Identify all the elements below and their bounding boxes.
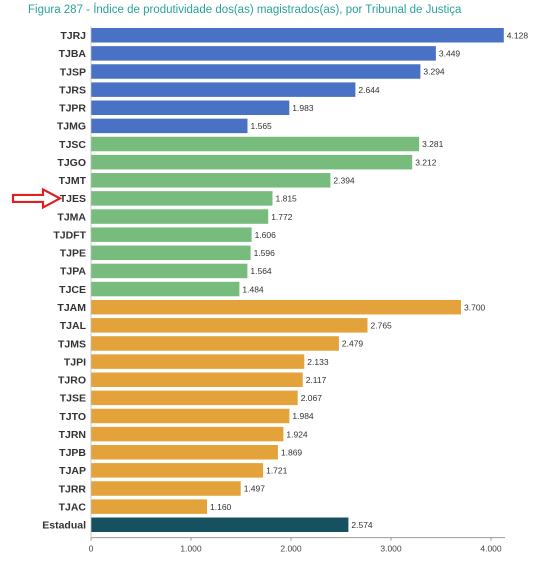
highlight-arrow-icon <box>11 187 63 210</box>
bar-tjac <box>91 499 207 514</box>
category-label-tjpe: TJPE <box>60 248 86 260</box>
bar-tjes <box>91 191 273 206</box>
bar-tjrs <box>91 82 356 97</box>
bar-tjse <box>91 390 298 406</box>
category-label-tjsc: TJSC <box>59 139 86 151</box>
bar-tjpi <box>91 354 305 369</box>
bar-tjpr <box>91 100 290 116</box>
bar-tjpa <box>91 263 248 279</box>
category-label-tjap: TJAP <box>59 465 86 477</box>
bar-tjto <box>91 408 290 424</box>
category-label-tjmg: TJMG <box>57 121 86 133</box>
category-label-tjro: TJRO <box>58 375 86 387</box>
category-label-tjal: TJAL <box>60 320 87 332</box>
bar-tjdft <box>91 227 252 242</box>
bar-estadual <box>91 517 349 533</box>
value-label-tjpe: 1.596 <box>254 248 276 258</box>
chart-title: Figura 287 - Índice de produtividade dos… <box>28 4 462 16</box>
value-label-tjmt: 2.394 <box>333 175 355 185</box>
bar-tjro <box>91 372 303 387</box>
value-label-tjsc: 3.281 <box>422 139 444 149</box>
category-label-tjpb: TJPB <box>59 447 86 459</box>
category-label-tjes: TJES <box>60 193 86 205</box>
category-label-estadual: Estadual <box>42 520 86 532</box>
category-label-tjrs: TJRS <box>59 84 86 96</box>
bar-tjrr <box>91 481 241 496</box>
x-tick-label: 4.000 <box>480 544 502 554</box>
value-label-tjpr: 1.983 <box>292 103 314 113</box>
bar-tjba <box>91 46 436 61</box>
highlight-marker <box>11 187 63 210</box>
category-label-tjac: TJAC <box>59 501 87 513</box>
value-label-tjrr: 1.497 <box>244 484 266 494</box>
bar-tjal <box>91 318 368 333</box>
value-label-tjto: 1.984 <box>292 411 314 421</box>
category-label-tjrr: TJRR <box>59 483 87 495</box>
category-label-tjse: TJSE <box>60 393 86 405</box>
category-label-tjrn: TJRN <box>59 429 86 441</box>
bar-tjce <box>91 281 240 297</box>
value-label-tjam: 3.700 <box>464 302 486 312</box>
value-label-tjrn: 1.924 <box>286 429 308 439</box>
bar-tjrj <box>91 28 504 43</box>
value-label-tjpi: 2.133 <box>307 357 329 367</box>
bar-tjmt <box>91 173 331 188</box>
category-label-tjce: TJCE <box>59 284 86 296</box>
bar-tjms <box>91 336 339 351</box>
value-label-tjdft: 1.606 <box>255 230 277 240</box>
bar-tjgo <box>91 154 413 170</box>
value-label-tjms: 2.479 <box>342 339 364 349</box>
bar-tjpb <box>91 444 278 460</box>
category-label-tjba: TJBA <box>59 48 87 60</box>
bar-tjmg <box>91 118 248 134</box>
bar-tjap <box>91 463 264 478</box>
value-label-tjac: 1.160 <box>210 502 232 512</box>
bar-tjam <box>91 299 461 315</box>
x-tick-label: 1.000 <box>180 544 202 554</box>
category-label-tjma: TJMA <box>57 211 86 223</box>
value-label-tjrs: 2.644 <box>358 85 380 95</box>
bar-tjma <box>91 209 269 224</box>
category-label-tjrj: TJRJ <box>60 30 86 42</box>
category-label-tjpa: TJPA <box>60 266 86 278</box>
value-label-tjba: 3.449 <box>439 49 461 59</box>
x-tick-label: 2.000 <box>280 544 302 554</box>
value-label-tjce: 1.484 <box>242 284 264 294</box>
x-axis: 0 1.000 2.000 3.000 4.000 <box>89 26 505 554</box>
value-label-estadual: 2.574 <box>351 520 373 530</box>
category-label-tjms: TJMS <box>58 338 86 350</box>
category-label-tjdft: TJDFT <box>53 229 86 241</box>
value-label-tjap: 1.721 <box>266 466 288 476</box>
category-label-tjpr: TJPR <box>59 103 86 115</box>
value-label-tjal: 2.765 <box>371 321 393 331</box>
bar-tjsc <box>91 136 420 152</box>
category-label-tjpi: TJPI <box>64 356 86 368</box>
bar-tjpe <box>91 245 251 261</box>
category-label-tjsp: TJSP <box>60 66 86 78</box>
value-label-tjsp: 3.294 <box>423 67 445 77</box>
category-label-tjto: TJTO <box>59 411 86 423</box>
category-label-tjgo: TJGO <box>57 157 86 169</box>
x-tick-label: 0 <box>89 544 94 554</box>
category-label-tjmt: TJMT <box>59 175 87 187</box>
value-label-tjes: 1.815 <box>276 194 298 204</box>
x-tick-label: 3.000 <box>380 544 402 554</box>
bar-tjsp <box>91 64 421 79</box>
value-label-tjro: 2.117 <box>306 375 327 385</box>
category-label-tjam: TJAM <box>57 302 86 314</box>
value-label-tjmg: 1.565 <box>251 121 273 131</box>
value-label-tjpb: 1.869 <box>281 447 303 457</box>
value-label-tjgo: 3.212 <box>415 157 437 167</box>
value-label-tjpa: 1.564 <box>250 266 272 276</box>
bars-layer: TJRJ 4.128 TJBA 3.449 TJSP 3.294 TJRS 2.644 TJPR… <box>42 28 529 533</box>
value-label-tjse: 2.067 <box>301 393 323 403</box>
value-label-tjma: 1.772 <box>271 212 293 222</box>
bar-tjrn <box>91 426 284 442</box>
value-label-tjrj: 4.128 <box>507 30 529 40</box>
